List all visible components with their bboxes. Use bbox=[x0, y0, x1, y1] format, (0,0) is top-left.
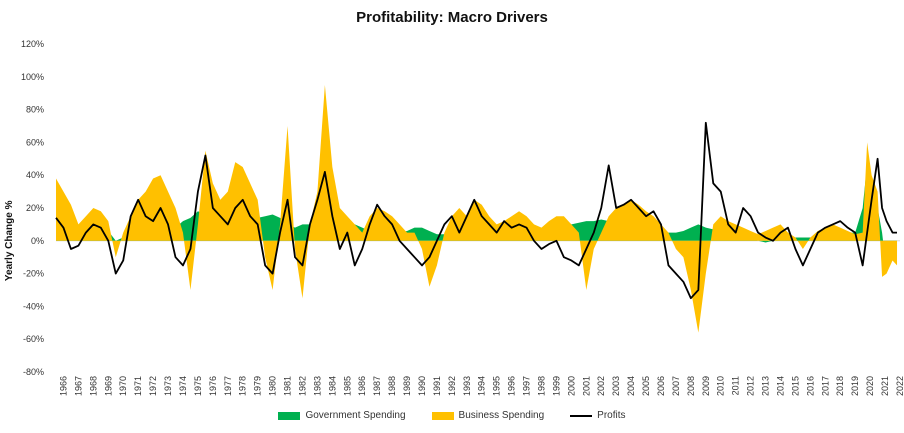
x-tick-label: 2003 bbox=[611, 376, 621, 396]
x-tick-label: 1994 bbox=[477, 376, 487, 396]
x-tick-label: 1971 bbox=[133, 376, 143, 396]
x-tick-label: 2005 bbox=[641, 376, 651, 396]
x-tick-label: 1981 bbox=[283, 376, 293, 396]
x-tick-label: 2014 bbox=[775, 376, 785, 396]
x-tick-label: 1985 bbox=[342, 376, 352, 396]
y-tick-label: 60% bbox=[26, 137, 44, 147]
x-tick-label: 2019 bbox=[850, 376, 860, 396]
x-tick-label: 1983 bbox=[312, 376, 322, 396]
x-tick-label: 2020 bbox=[865, 376, 875, 396]
x-tick-label: 2012 bbox=[746, 376, 756, 396]
x-tick-label: 1968 bbox=[88, 376, 98, 396]
x-tick-label: 2018 bbox=[835, 376, 845, 396]
y-tick-label: 40% bbox=[26, 170, 44, 180]
x-tick-label: 1993 bbox=[462, 376, 472, 396]
legend-label-business: Business Spending bbox=[458, 410, 545, 421]
y-axis-label: Yearly Change % bbox=[4, 200, 15, 281]
x-tick-label: 1978 bbox=[238, 376, 248, 396]
x-tick-label: 1996 bbox=[507, 376, 517, 396]
x-tick-label: 1988 bbox=[387, 376, 397, 396]
x-tick-label: 2015 bbox=[790, 376, 800, 396]
x-tick-label: 1999 bbox=[551, 376, 561, 396]
legend-item-business: Business Spending bbox=[431, 410, 545, 421]
chart-legend: Government Spending Business Spending Pr… bbox=[0, 410, 904, 421]
y-tick-label: -40% bbox=[23, 301, 44, 311]
legend-label-government: Government Spending bbox=[305, 410, 406, 421]
x-tick-label: 1980 bbox=[268, 376, 278, 396]
x-tick-label: 1982 bbox=[297, 376, 307, 396]
x-tick-label: 1992 bbox=[447, 376, 457, 396]
x-tick-label: 1998 bbox=[536, 376, 546, 396]
x-tick-label: 1966 bbox=[58, 376, 68, 396]
y-tick-label: 120% bbox=[21, 39, 44, 49]
x-tick-label: 2004 bbox=[626, 376, 636, 396]
legend-label-profits: Profits bbox=[597, 410, 626, 421]
legend-item-government: Government Spending bbox=[278, 410, 406, 421]
x-tick-label: 1995 bbox=[492, 376, 502, 396]
x-tick-label: 2009 bbox=[701, 376, 711, 396]
x-tick-label: 2002 bbox=[596, 376, 606, 396]
x-tick-label: 1979 bbox=[253, 376, 263, 396]
x-tick-label: 2017 bbox=[820, 376, 830, 396]
x-tick-label: 2022 bbox=[895, 376, 904, 396]
x-tick-label: 1974 bbox=[178, 376, 188, 396]
x-tick-label: 1989 bbox=[402, 376, 412, 396]
y-tick-label: -60% bbox=[23, 334, 44, 344]
y-tick-label: -20% bbox=[23, 269, 44, 279]
x-tick-label: 1969 bbox=[103, 376, 113, 396]
y-tick-label: 80% bbox=[26, 105, 44, 115]
x-tick-label: 1986 bbox=[357, 376, 367, 396]
legend-swatch-government bbox=[278, 411, 301, 420]
series-line-profits bbox=[55, 121, 898, 300]
x-tick-label: 1990 bbox=[417, 376, 427, 396]
x-tick-label: 1997 bbox=[522, 376, 532, 396]
x-tick-label: 2013 bbox=[761, 376, 771, 396]
x-tick-label: 2021 bbox=[880, 376, 890, 396]
x-tick-label: 2010 bbox=[716, 376, 726, 396]
x-tick-label: 1991 bbox=[432, 376, 442, 396]
x-tick-label: 2011 bbox=[731, 376, 741, 395]
x-tick-label: 2016 bbox=[805, 376, 815, 396]
series-area-business-spending bbox=[56, 85, 898, 333]
x-tick-label: 1970 bbox=[118, 376, 128, 396]
x-tick-label: 2001 bbox=[581, 376, 591, 396]
chart-title: Profitability: Macro Drivers bbox=[356, 9, 548, 26]
legend-item-profits: Profits bbox=[570, 410, 626, 421]
x-tick-label: 1987 bbox=[372, 376, 382, 396]
x-tick-label: 1967 bbox=[73, 376, 83, 396]
x-tick-label: 1977 bbox=[223, 376, 233, 396]
x-tick-label: 1976 bbox=[208, 376, 218, 396]
x-tick-label: 1973 bbox=[163, 376, 173, 396]
y-tick-label: 100% bbox=[21, 72, 44, 82]
legend-swatch-business bbox=[431, 411, 454, 420]
x-tick-label: 1972 bbox=[148, 376, 158, 396]
legend-swatch-profits bbox=[570, 414, 593, 417]
x-tick-label: 1975 bbox=[193, 376, 203, 396]
y-tick-label: 20% bbox=[26, 203, 44, 213]
x-tick-label: 2007 bbox=[671, 376, 681, 396]
x-tick-label: 2000 bbox=[566, 376, 576, 396]
x-tick-label: 2008 bbox=[686, 376, 696, 396]
x-tick-label: 2006 bbox=[656, 376, 666, 396]
y-tick-label: 0% bbox=[31, 236, 44, 246]
x-tick-label: 1984 bbox=[327, 376, 337, 396]
y-tick-label: -80% bbox=[23, 367, 44, 377]
